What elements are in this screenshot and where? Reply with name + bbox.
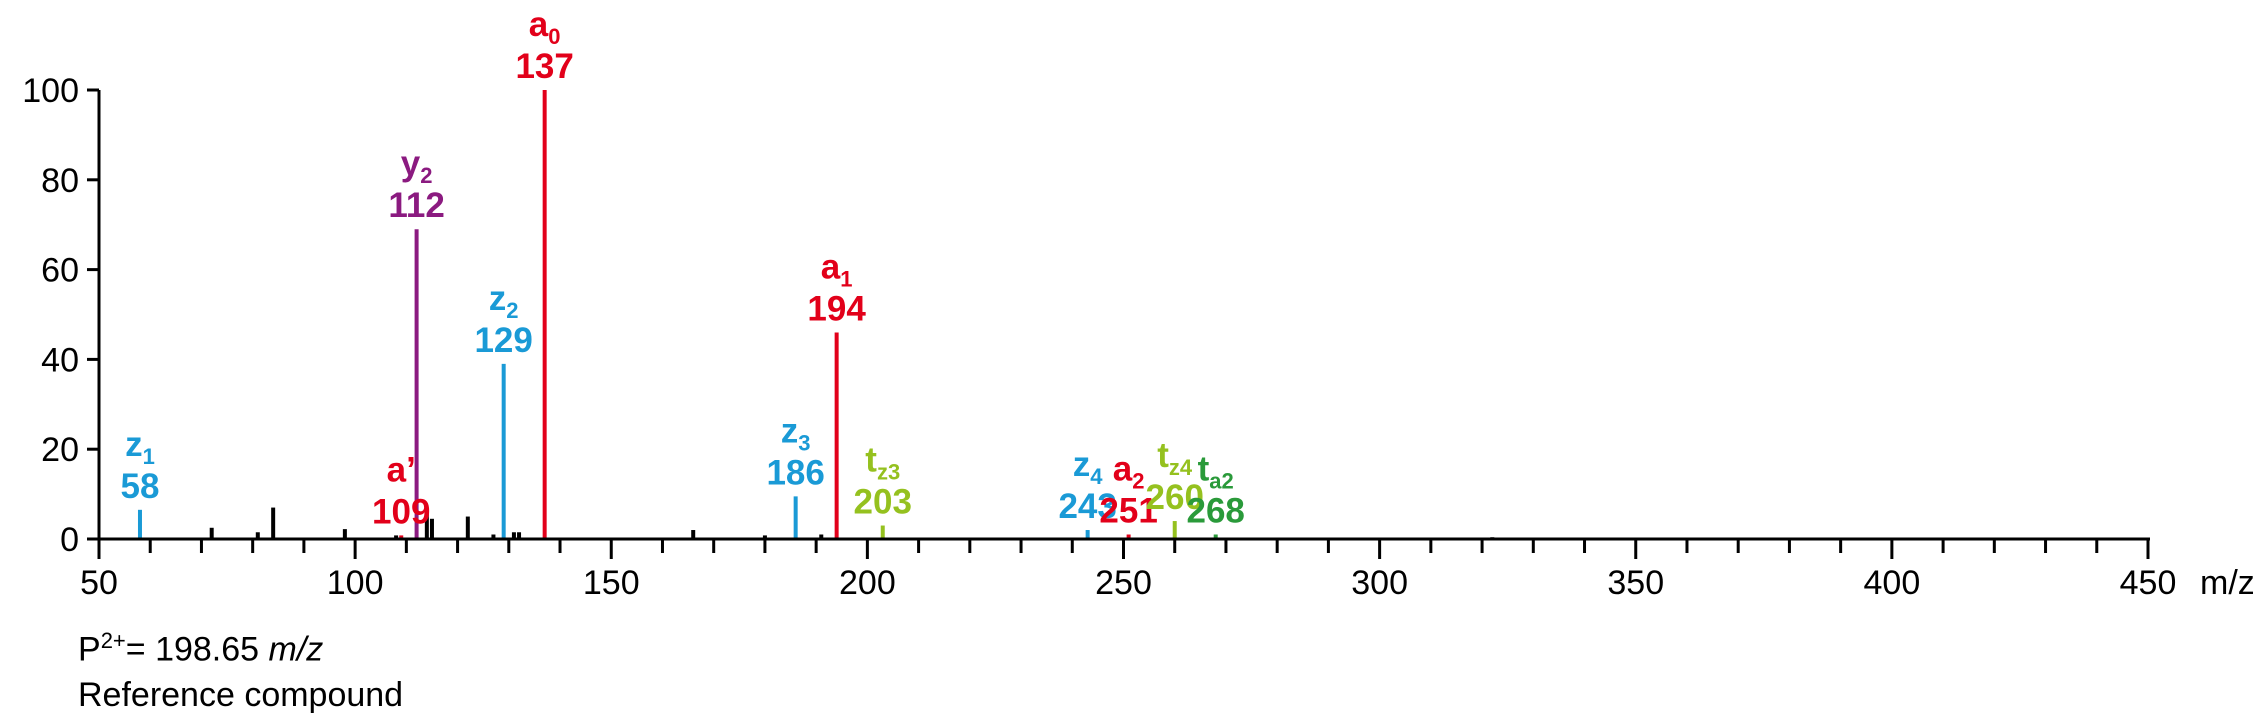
x-tick-label: 150 [583, 564, 640, 602]
peak-mz-label: 129 [474, 321, 532, 360]
peak-ion-label: z3 [781, 411, 811, 455]
peak-mz-label: 203 [854, 483, 912, 522]
x-tick-label: 450 [2120, 564, 2177, 602]
ion-letter: z [1073, 445, 1091, 484]
peak-mz-label: 109 [372, 492, 430, 531]
ion-subscript: 2 [1132, 469, 1144, 494]
peak-mz-label: 58 [121, 467, 160, 506]
peak-labels: 58z1109a’112y2129z2137a0186z3194a1203tz3… [121, 5, 1245, 531]
peak-ion-label: a’ [387, 450, 416, 489]
ion-letter: y [401, 144, 421, 183]
compound-note: Reference compound [78, 676, 404, 714]
x-tick-label: 300 [1351, 564, 1408, 602]
x-tick-label: 400 [1864, 564, 1921, 602]
peak-ion-label: y2 [401, 144, 433, 188]
peak-ion-label: z1 [125, 425, 155, 469]
ion-subscript: 0 [548, 24, 560, 49]
ion-letter: t [865, 441, 877, 480]
labeled-peaks [137, 90, 1218, 539]
ion-subscript: 2 [420, 163, 432, 188]
x-axis-label: m/z [2200, 564, 2253, 602]
peak-mz-label: 137 [515, 47, 573, 86]
y-tick-label: 100 [22, 72, 79, 110]
peak-mz-label: 186 [766, 453, 824, 492]
precursor-charge: 2+ [100, 628, 126, 653]
ion-letter: a [821, 247, 841, 286]
ion-letter: t [1157, 436, 1169, 475]
ion-letter: z [781, 411, 799, 450]
x-tick-label: 50 [80, 564, 118, 602]
peak-mz-label: 194 [807, 289, 866, 328]
precursor-unit: m/z [268, 630, 324, 669]
precursor-prefix: P [78, 630, 101, 669]
ion-letter: z [125, 425, 143, 464]
axes: 0 20 40 60 80 100 50 100 150 200 250 300 350 400 450 m/… [22, 72, 2253, 602]
y-tick-label: 60 [41, 252, 79, 290]
ion-letter: z [489, 279, 507, 318]
peak-mz-label: 243 [1058, 487, 1116, 526]
peak-mz-label: 112 [388, 186, 444, 225]
ion-subscript: 1 [840, 266, 852, 291]
peak-ion-label: ta2 [1198, 450, 1234, 494]
precursor-note: P2+= 198.65 m/z [78, 628, 323, 669]
y-tick-label: 20 [41, 431, 79, 469]
ion-subscript: 1 [143, 444, 155, 469]
ion-subscript: a2 [1209, 469, 1233, 494]
y-tick-label: 0 [60, 521, 79, 559]
ion-subscript: z4 [1169, 455, 1193, 480]
x-tick-label: 100 [327, 564, 384, 602]
ion-subscript: z3 [877, 460, 900, 485]
x-tick-label: 350 [1607, 564, 1664, 602]
peak-ion-label: z2 [489, 279, 519, 323]
ion-subscript: 4 [1090, 464, 1103, 489]
x-tick-label: 250 [1095, 564, 1152, 602]
ion-letter: a [529, 5, 549, 44]
ion-subscript: 2 [506, 298, 518, 323]
ion-letter: a’ [387, 450, 416, 489]
x-tick-label: 200 [839, 564, 896, 602]
y-tick-label: 40 [41, 341, 79, 379]
peak-ion-label: a1 [821, 247, 853, 291]
peak-ion-label: tz4 [1157, 436, 1193, 480]
peak-ion-label: z4 [1073, 445, 1104, 489]
ion-subscript: 3 [798, 430, 810, 455]
precursor-value: = 198.65 [125, 630, 269, 669]
peak-ion-label: a0 [529, 5, 561, 49]
peak-mz-label: 260 [1146, 478, 1204, 517]
y-tick-label: 80 [41, 162, 79, 200]
peak-mz-label: 251 [1099, 492, 1157, 531]
peak-ion-label: tz3 [865, 441, 900, 485]
peak-mz-label: 268 [1187, 492, 1245, 531]
ion-letter: t [1198, 450, 1210, 489]
ion-letter: a [1113, 450, 1133, 489]
peak-ion-label: a2 [1113, 450, 1145, 494]
